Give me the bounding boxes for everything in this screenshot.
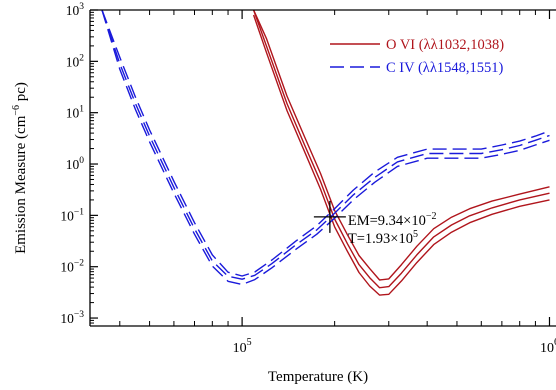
- y-tick-label: 10−3: [60, 310, 84, 326]
- series-line-c-iv-upper: [101, 10, 550, 277]
- y-tick-label: 103: [66, 2, 85, 18]
- series-line-o-vi-lower: [252, 14, 550, 296]
- legend-label-o-vi: O VI (λλ1032,1038): [386, 37, 504, 53]
- y-tick-base: 10: [60, 260, 74, 275]
- y-tick-base: 10: [66, 106, 80, 121]
- x-axis-label: Temperature (K): [268, 369, 368, 385]
- annotation-em-exponent: −2: [426, 211, 437, 222]
- y-tick-exponent: 1: [79, 105, 84, 115]
- annotation-temperature: T=1.93×105: [348, 229, 418, 247]
- y-tick-label: 100: [66, 156, 85, 172]
- y-tick-label: 10−1: [60, 207, 84, 223]
- series-line-c-iv-central: [101, 10, 550, 280]
- x-tick-base: 10: [233, 341, 247, 356]
- y-axis-label: Emission Measure (cm−6 pc): [11, 82, 29, 254]
- y-axis-label-text: Emission Measure (cm: [13, 115, 29, 254]
- y-tick-label: 102: [66, 53, 85, 69]
- y-tick-label: 101: [66, 105, 85, 121]
- y-tick-label: 10−2: [60, 259, 84, 275]
- y-tick-exponent: 3: [79, 2, 84, 12]
- x-tick-exponent: 6: [554, 337, 556, 348]
- legend-label-c-iv: C IV (λλ1548,1551): [386, 60, 503, 76]
- y-tick-exponent: −3: [74, 310, 84, 320]
- series-line-c-iv-lower: [101, 10, 550, 286]
- y-tick-exponent: 0: [79, 156, 84, 166]
- tick-layer: 10−310−210−1100101102103105106: [60, 2, 556, 356]
- y-tick-exponent: −1: [74, 207, 84, 217]
- crossing-point-marker: [313, 200, 346, 233]
- y-tick-exponent: −2: [74, 259, 84, 269]
- y-tick-base: 10: [60, 311, 74, 326]
- x-tick-label: 105: [233, 337, 252, 356]
- y-tick-exponent: 2: [79, 53, 84, 63]
- y-axis-label-tail: pc): [13, 82, 29, 105]
- y-axis-label-exponent: −6: [11, 105, 22, 116]
- x-tick-exponent: 5: [247, 337, 252, 348]
- annotation-emission-measure: EM=9.34×10−2: [348, 211, 437, 229]
- y-tick-base: 10: [66, 3, 80, 18]
- series-line-o-vi-upper: [252, 10, 550, 281]
- y-tick-base: 10: [60, 208, 74, 223]
- y-tick-base: 10: [66, 54, 80, 69]
- annotation-t-text: T=1.93×10: [348, 231, 413, 247]
- x-tick-base: 10: [540, 341, 554, 356]
- y-tick-base: 10: [66, 157, 80, 172]
- x-tick-label: 106: [540, 337, 556, 356]
- series-layer: [101, 10, 550, 296]
- series-line-o-vi-central: [252, 10, 550, 289]
- annotation-em-text: EM=9.34×10: [348, 213, 426, 229]
- annotation-t-exponent: 5: [413, 229, 418, 240]
- legend: O VI (λλ1032,1038) C IV (λλ1548,1551): [330, 37, 504, 76]
